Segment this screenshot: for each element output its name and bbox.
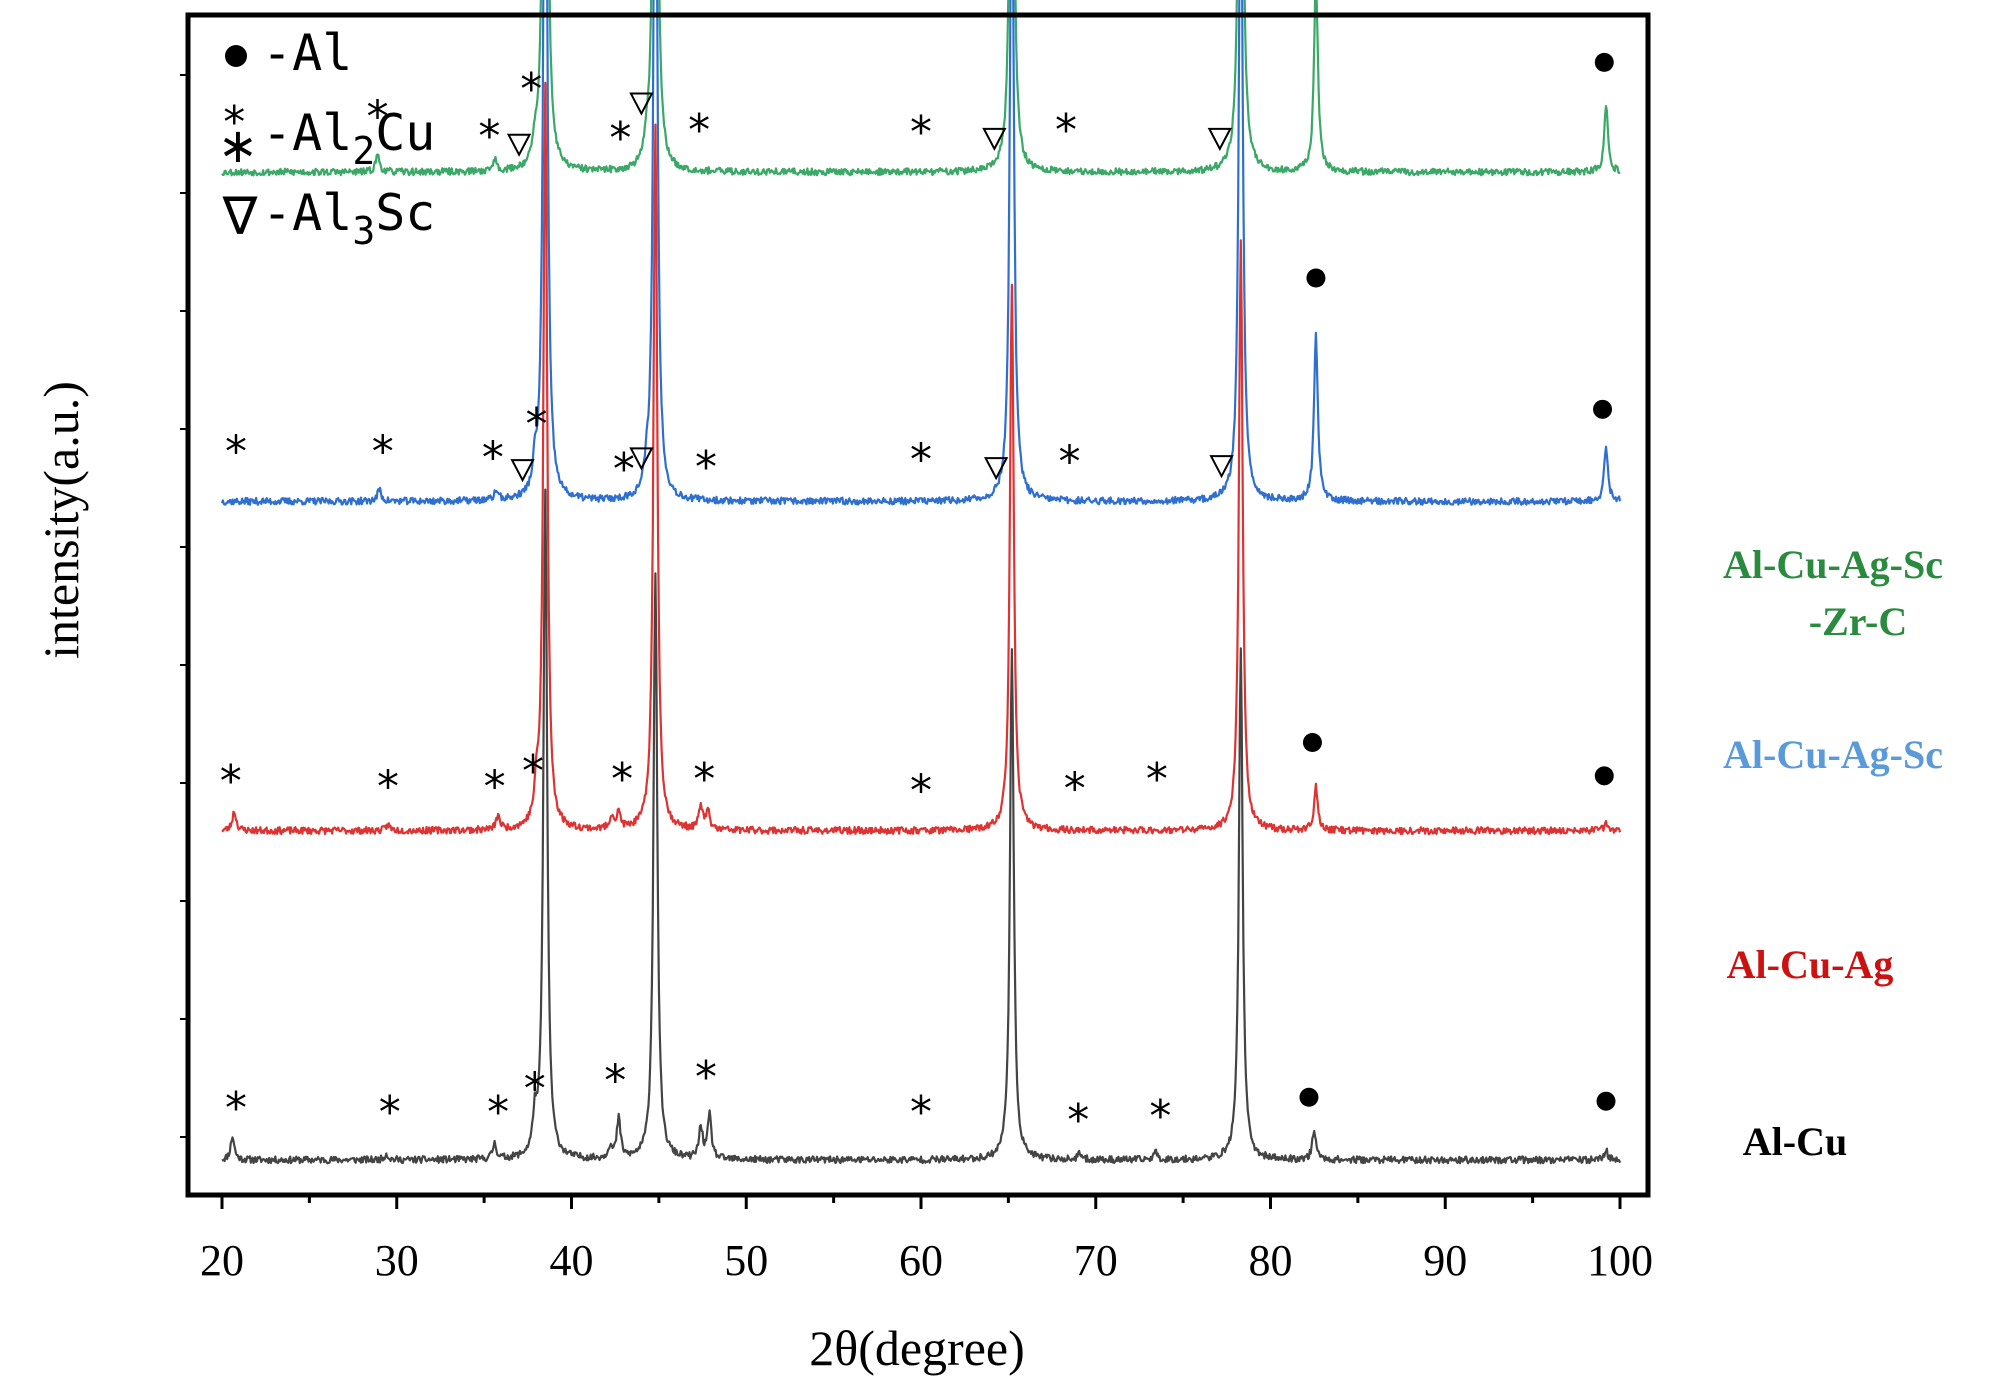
series-line-al-cu-ag-sc-zr-c bbox=[221, 0, 1621, 177]
al2cu-peak-marker: * bbox=[377, 762, 399, 813]
al2cu-peak-marker: * bbox=[1055, 105, 1077, 156]
x-tick-label: 30 bbox=[375, 1236, 419, 1285]
al2cu-peak-marker: * bbox=[910, 107, 932, 158]
x-tick-label: 60 bbox=[899, 1236, 943, 1285]
al2cu-peak-marker: * bbox=[609, 113, 631, 164]
al2cu-peak-marker: * bbox=[695, 1052, 717, 1103]
al2cu-peak-marker: * bbox=[910, 434, 932, 485]
al2cu-peak-marker: * bbox=[484, 762, 506, 813]
series-label: -Zr-C bbox=[1809, 599, 1907, 644]
al-peak-marker bbox=[1594, 52, 1614, 72]
marker-layer: * * * * * * * * * * * * * * * * * * * * * * * * * * * * * * * * * * bbox=[220, 52, 1616, 1146]
al2cu-peak-marker: * bbox=[688, 105, 710, 156]
al2cu-peak-marker: * bbox=[695, 442, 717, 493]
al3sc-peak-marker bbox=[629, 92, 654, 116]
al2cu-peak-marker: * bbox=[1067, 1095, 1089, 1146]
series-label: Al-Cu-Ag-Sc bbox=[1723, 732, 1943, 777]
al-peak-marker bbox=[1593, 399, 1613, 419]
legend-triangle-icon: ∇ bbox=[222, 187, 258, 247]
al2cu-peak-marker: * bbox=[220, 756, 242, 807]
al2cu-peak-marker: * bbox=[910, 1087, 932, 1138]
series-label: Al-Cu-Ag bbox=[1727, 942, 1894, 987]
legend-label: -Al bbox=[262, 24, 352, 82]
al-peak-marker bbox=[1596, 1091, 1616, 1111]
al3sc-peak-marker bbox=[982, 127, 1007, 151]
al-peak-marker bbox=[1302, 733, 1322, 753]
x-tick-label: 100 bbox=[1587, 1236, 1653, 1285]
al2cu-peak-marker: * bbox=[693, 754, 715, 805]
al2cu-peak-marker: * bbox=[1149, 1091, 1171, 1142]
al2cu-peak-marker: * bbox=[225, 1083, 247, 1134]
al2cu-peak-marker: * bbox=[520, 64, 542, 115]
x-tick-label: 80 bbox=[1249, 1236, 1293, 1285]
al3sc-peak-marker bbox=[510, 459, 535, 483]
al3sc-peak-marker bbox=[983, 457, 1009, 481]
al3sc-peak-marker bbox=[629, 447, 654, 471]
al3sc-peak-marker bbox=[1209, 455, 1234, 479]
al2cu-peak-marker: * bbox=[613, 444, 635, 495]
al2cu-peak-marker: * bbox=[604, 1056, 626, 1107]
series-labels: Al-Cu Al-Cu-Ag Al-Cu-Ag-Sc Al-Cu-Ag-Sc -Zr-C bbox=[1723, 542, 1943, 1164]
al2cu-peak-marker: * bbox=[611, 754, 633, 805]
x-axis-title: 2θ(degree) bbox=[809, 1320, 1024, 1376]
al2cu-peak-marker: * bbox=[1064, 764, 1086, 815]
x-axis-ticks: 20 30 40 50 60 70 80 90 100 bbox=[180, 74, 1653, 1285]
x-tick-label: 20 bbox=[200, 1236, 244, 1285]
plot-frame bbox=[185, 12, 1651, 1198]
legend-item: ∇ -Al3Sc bbox=[222, 184, 436, 253]
series-layer bbox=[220, 0, 1622, 1165]
al2cu-peak-marker: * bbox=[526, 399, 548, 450]
series-line-al-cu bbox=[221, 488, 1622, 1165]
al2cu-peak-marker: * bbox=[910, 766, 932, 817]
legend: -Al∗ -Al2Cu∇ -Al3Sc bbox=[218, 24, 436, 253]
al2cu-peak-marker: * bbox=[524, 1064, 546, 1115]
series-line-al-cu-ag bbox=[221, 81, 1622, 836]
legend-label: -Al3Sc bbox=[262, 184, 435, 253]
al2cu-peak-marker: * bbox=[1059, 436, 1081, 487]
x-tick-label: 40 bbox=[550, 1236, 594, 1285]
x-tick-label: 90 bbox=[1423, 1236, 1467, 1285]
al2cu-peak-marker: * bbox=[372, 427, 394, 478]
legend-label: -Al2Cu bbox=[262, 104, 435, 173]
series-line-al-cu-ag-sc bbox=[220, 0, 1622, 506]
y-axis-title: intensity(a.u.) bbox=[33, 381, 89, 659]
al2cu-peak-marker: * bbox=[225, 427, 247, 478]
al2cu-peak-marker: * bbox=[1146, 754, 1168, 805]
al-peak-marker bbox=[1299, 1087, 1319, 1107]
legend-dot-icon bbox=[225, 45, 247, 67]
al-peak-marker bbox=[1594, 766, 1614, 786]
al2cu-peak-marker: * bbox=[223, 97, 245, 148]
al2cu-peak-marker: * bbox=[482, 432, 504, 483]
al2cu-peak-marker: * bbox=[367, 91, 389, 142]
legend-item: -Al bbox=[225, 24, 352, 82]
al2cu-peak-marker: * bbox=[478, 111, 500, 162]
x-tick-label: 50 bbox=[724, 1236, 768, 1285]
series-label: Al-Cu bbox=[1743, 1119, 1847, 1164]
legend-star-icon: ∗ bbox=[218, 118, 258, 174]
series-label: Al-Cu-Ag-Sc bbox=[1723, 542, 1943, 587]
al2cu-peak-marker: * bbox=[522, 746, 544, 797]
al-peak-marker bbox=[1306, 268, 1326, 288]
al3sc-peak-marker bbox=[506, 133, 532, 157]
x-tick-label: 70 bbox=[1074, 1236, 1118, 1285]
legend-item: ∗ -Al2Cu bbox=[218, 104, 436, 174]
al2cu-peak-marker: * bbox=[487, 1087, 509, 1138]
al2cu-peak-marker: * bbox=[379, 1087, 401, 1138]
al3sc-peak-marker bbox=[1207, 127, 1232, 151]
